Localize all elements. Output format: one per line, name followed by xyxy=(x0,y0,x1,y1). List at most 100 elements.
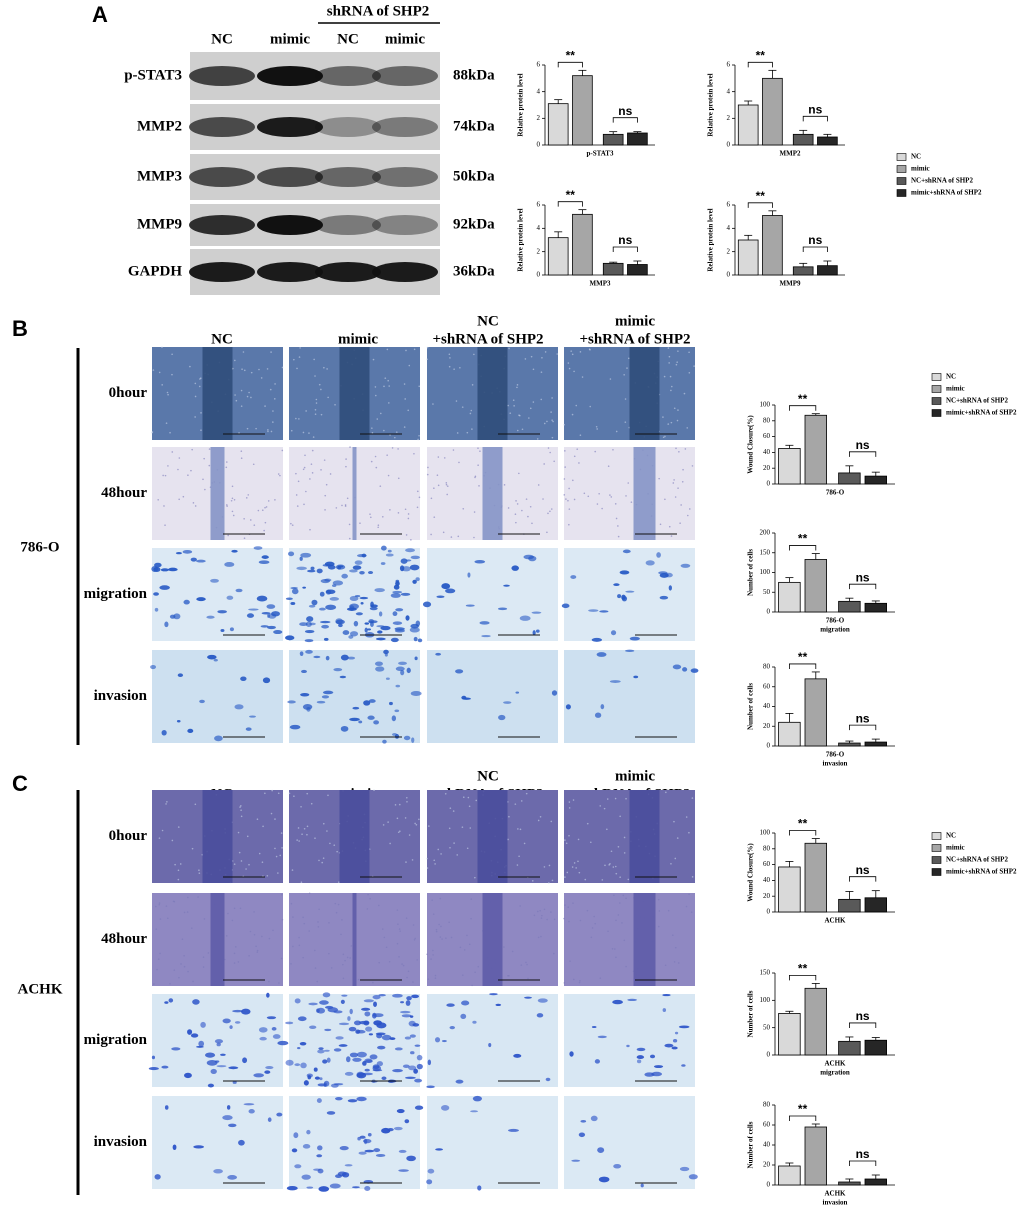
cell xyxy=(261,612,271,615)
error-bar xyxy=(744,234,753,240)
legend-swatch xyxy=(896,165,907,173)
texture-dot xyxy=(407,970,410,973)
texture-dot xyxy=(173,969,176,971)
cell xyxy=(285,635,295,641)
texture-dot xyxy=(607,465,610,467)
error-bar xyxy=(811,1123,820,1127)
error-bar xyxy=(845,1036,854,1042)
cell xyxy=(370,601,374,608)
legend-label: NC xyxy=(946,832,956,840)
texture-dot xyxy=(568,523,570,526)
error-bar xyxy=(609,261,618,264)
texture-dot xyxy=(550,411,552,413)
texture-dot xyxy=(386,454,388,456)
cell xyxy=(364,1011,371,1017)
texture-dot xyxy=(370,516,372,519)
texture-dot xyxy=(383,429,385,432)
texture-dot xyxy=(280,957,283,960)
texture-dot xyxy=(436,474,439,477)
cell xyxy=(346,1056,351,1063)
cell xyxy=(164,1105,169,1110)
texture-dot xyxy=(232,514,235,517)
cell xyxy=(467,572,471,578)
cell xyxy=(532,630,536,636)
micrograph xyxy=(564,1096,695,1189)
texture-dot xyxy=(225,935,228,937)
texture-dot xyxy=(619,902,621,904)
cell xyxy=(248,1109,255,1114)
error-bar xyxy=(811,413,820,416)
texture-dot xyxy=(623,852,626,854)
texture-dot xyxy=(266,875,269,877)
texture-dot xyxy=(341,504,343,507)
texture-dot xyxy=(310,463,313,465)
cell xyxy=(462,697,471,700)
protein-label: MMP2 xyxy=(137,118,182,134)
cell xyxy=(349,1008,353,1015)
legend-label: NC xyxy=(911,153,921,161)
texture-dot xyxy=(567,362,570,364)
cell xyxy=(182,550,193,554)
texture-dot xyxy=(433,487,435,489)
texture-dot xyxy=(274,847,276,850)
cell xyxy=(335,1096,343,1101)
cell xyxy=(406,996,412,1001)
texture-dot xyxy=(386,348,389,351)
cell xyxy=(515,691,520,694)
texture-dot xyxy=(532,401,535,403)
texture-dot xyxy=(549,510,551,513)
texture-dot xyxy=(279,474,281,477)
x-axis-label: MMP2 xyxy=(780,150,801,158)
texture-dot xyxy=(453,842,455,844)
cell xyxy=(306,1129,311,1135)
texture-dot xyxy=(166,391,169,394)
texture-dot xyxy=(611,948,614,950)
panel-label: C xyxy=(12,771,28,796)
protein-size: 88kDa xyxy=(453,67,495,83)
texture-dot xyxy=(281,893,283,896)
texture-dot xyxy=(327,396,329,399)
error-bar xyxy=(871,1174,880,1179)
texture-dot xyxy=(240,457,243,460)
cell xyxy=(154,1174,161,1180)
texture-dot xyxy=(397,831,400,834)
texture-dot xyxy=(614,503,617,505)
error-bar xyxy=(845,891,854,900)
y-axis-label: Relative protein level xyxy=(707,73,715,136)
cell xyxy=(349,631,359,637)
texture-dot xyxy=(255,427,257,430)
texture-dot xyxy=(434,974,437,977)
texture-dot xyxy=(546,420,548,423)
cell xyxy=(349,595,359,602)
texture-dot xyxy=(445,937,447,939)
cell xyxy=(373,720,380,725)
cell xyxy=(364,627,368,633)
texture-dot xyxy=(295,472,297,475)
texture-dot xyxy=(540,398,543,401)
texture-dot xyxy=(329,473,332,475)
texture-dot xyxy=(550,820,553,823)
cell xyxy=(381,1034,392,1041)
texture-dot xyxy=(407,409,410,412)
texture-dot xyxy=(473,511,476,513)
texture-dot xyxy=(435,928,438,931)
error-bar xyxy=(811,982,820,989)
texture-dot xyxy=(525,792,528,795)
y-tick-label: 4 xyxy=(727,87,731,95)
texture-dot xyxy=(668,525,671,528)
texture-dot xyxy=(258,852,261,855)
texture-dot xyxy=(203,457,205,460)
cell xyxy=(354,594,361,598)
texture-dot xyxy=(459,366,461,369)
cell xyxy=(172,1144,177,1150)
texture-dot xyxy=(292,916,294,918)
texture-dot xyxy=(575,404,578,407)
x-axis-label: 786-O xyxy=(826,489,845,497)
y-tick-label: 100 xyxy=(760,568,771,576)
texture-dot xyxy=(573,455,576,458)
cell xyxy=(199,699,205,704)
texture-dot xyxy=(262,825,264,828)
texture-dot xyxy=(398,803,401,806)
texture-dot xyxy=(470,917,472,920)
wound-gap xyxy=(210,893,225,986)
